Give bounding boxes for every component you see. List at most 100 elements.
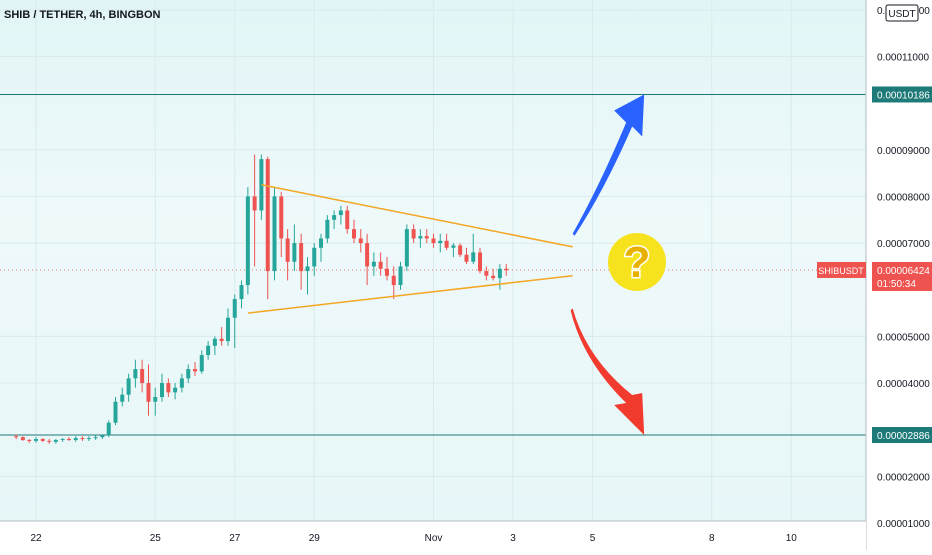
bull-candle <box>113 397 118 426</box>
time-axis[interactable]: 22 25 27 29 Nov 3 5 8 10 <box>0 520 866 550</box>
bear-candle <box>47 439 52 444</box>
candle-body <box>47 440 52 442</box>
candle-body <box>384 268 389 276</box>
bear-candle <box>484 266 489 281</box>
bull-candle <box>245 187 250 295</box>
candle-body <box>438 240 443 244</box>
bear-candle <box>431 233 436 248</box>
bear-candle <box>391 266 396 300</box>
bearish-arrow <box>570 308 645 436</box>
bull-candle <box>133 359 138 388</box>
candle-body <box>239 285 244 300</box>
resistance-price-tag <box>872 86 932 103</box>
bull-candle <box>225 308 230 346</box>
bear-candle <box>384 257 389 281</box>
bear-candle <box>193 362 197 377</box>
candle-body <box>166 383 171 393</box>
bull-candle <box>325 215 330 244</box>
candle-body <box>424 236 429 239</box>
bear-candle <box>279 191 284 258</box>
candle-body <box>14 436 19 438</box>
time-axis-panel[interactable] <box>0 521 866 550</box>
resistance-price-label: 0.00010186 <box>877 90 930 101</box>
candle-body <box>431 238 436 244</box>
candle-body <box>411 229 416 239</box>
candle-body <box>153 397 158 402</box>
bull-candle <box>199 350 204 374</box>
bull-candle <box>173 383 178 400</box>
bear-candle <box>365 233 370 286</box>
price-tick-label: 0.00001000 <box>877 519 930 530</box>
bear-candle <box>80 436 85 441</box>
bear-candle <box>491 268 496 281</box>
candle-body <box>60 439 65 441</box>
bull-candle <box>338 205 343 225</box>
bull-candle <box>259 154 264 220</box>
candles <box>14 154 509 444</box>
bullish-arrow <box>572 94 645 236</box>
price-tick-label: 0.00008000 <box>877 192 930 203</box>
bull-candle <box>239 280 244 309</box>
currency-badge-label: USDT <box>888 9 915 20</box>
time-tick-label: Nov <box>425 533 443 544</box>
candle-body <box>140 369 145 384</box>
candle-body <box>206 345 211 356</box>
bull-candle <box>153 387 158 416</box>
currency-badge[interactable] <box>885 4 919 22</box>
candle-body <box>73 438 78 440</box>
candle-body <box>126 378 131 395</box>
time-tick-label: 29 <box>309 533 321 544</box>
candle-body <box>199 355 204 372</box>
countdown-label: 01:50:34 <box>877 279 916 290</box>
time-tick-label: 5 <box>590 533 596 544</box>
candle-body <box>20 437 25 440</box>
bear-candle <box>345 205 350 234</box>
candle-body <box>504 268 509 271</box>
candle-body <box>404 229 409 267</box>
candle-body <box>212 338 217 346</box>
bear-candle <box>14 434 19 440</box>
levels <box>0 93 866 436</box>
candle-body <box>34 439 38 441</box>
candle-body <box>365 243 370 267</box>
candle-body <box>40 439 45 441</box>
bull-candle <box>451 243 456 258</box>
bull-candle <box>53 439 58 444</box>
bull-candle <box>206 341 211 360</box>
price-tick-label: 0.00005000 <box>877 332 930 343</box>
bull-candle <box>319 233 324 262</box>
bull-candle <box>398 261 403 290</box>
bull-candle <box>232 294 237 349</box>
support-price-tag <box>872 427 932 444</box>
bear-candle <box>299 233 304 290</box>
candle-body <box>325 219 330 239</box>
time-tick-label: 25 <box>150 533 162 544</box>
symbol-label: SHIBUSDT <box>818 266 864 276</box>
time-tick-label: 10 <box>786 533 798 544</box>
grid <box>0 0 866 524</box>
bull-candle <box>160 373 165 402</box>
candle-body <box>179 378 184 388</box>
candle-body <box>100 435 105 438</box>
candle-body <box>299 243 304 272</box>
bear-candle <box>285 229 290 281</box>
current-price-tag <box>872 261 932 291</box>
time-tick-label: 27 <box>229 533 241 544</box>
candle-body <box>66 439 71 441</box>
candle-body <box>252 196 257 211</box>
candle-body <box>225 317 230 342</box>
bull-candle <box>418 229 423 248</box>
candle-body <box>232 299 237 318</box>
bull-candle <box>497 264 502 290</box>
candle-body <box>418 236 423 239</box>
candle-body <box>245 196 250 286</box>
candle-body <box>292 243 297 262</box>
bear-candle <box>444 233 449 251</box>
bull-candle <box>312 243 317 276</box>
time-tick-label: 8 <box>709 533 715 544</box>
bear-candle <box>411 224 416 244</box>
bear-candle <box>358 229 363 253</box>
candle-body <box>93 437 98 439</box>
candle-body <box>391 275 396 286</box>
